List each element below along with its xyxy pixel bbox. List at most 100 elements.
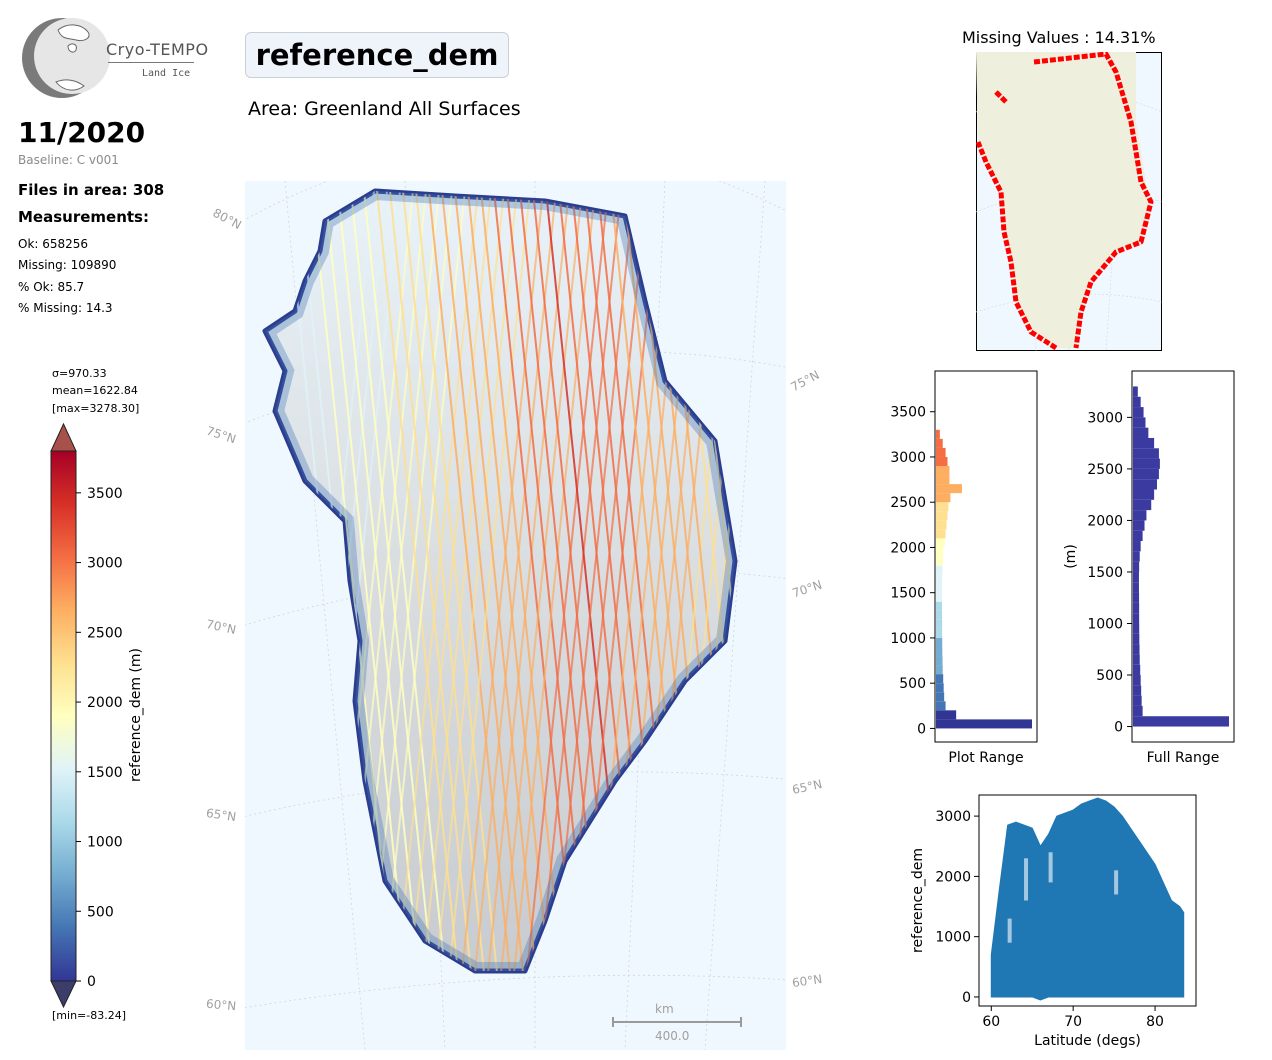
lat-label-left-70: 70°N [204, 617, 238, 637]
histogram-bar [1133, 654, 1140, 665]
colorbar-tick-label: 2000 [87, 695, 123, 711]
histogram-frame [1131, 370, 1235, 743]
histogram-panels: 0 500 1000 1500 2000 2500 3000 3500 Plot Range 0 5… [890, 370, 1235, 766]
coastal-band [265, 191, 735, 971]
colorbar-max-extend [50, 422, 77, 452]
histogram-bar [936, 475, 950, 485]
colorbar-tick-label: 1000 [87, 835, 123, 851]
lat-label-right-60: 60°N [791, 971, 824, 991]
histogram-bar [936, 583, 942, 593]
histogram-ytick-label: 1000 [890, 631, 926, 647]
colorbar-tick-label: 3500 [87, 486, 123, 502]
scatter-plot: 60 70 80 0 1000 2000 3000 Latitude (degs) refere… [910, 794, 1197, 1049]
measurements-heading: Measurements: [18, 208, 149, 226]
lat-label-right-70: 70°N [790, 577, 824, 601]
histogram-bar [1133, 427, 1149, 438]
missing-values-map [976, 52, 1162, 351]
histogram-ytick-label: 0 [1114, 720, 1123, 736]
lat-label-left-60: 60°N [205, 996, 237, 1014]
swath-track [440, 191, 532, 971]
histogram-bar [936, 520, 947, 530]
colorbar-min-extend [50, 980, 77, 1009]
lat-label-left-80: 80°N [210, 205, 244, 233]
logo-subtitle: Land Ice [142, 68, 191, 79]
histogram-bar [936, 592, 942, 602]
histogram-bar [1133, 633, 1140, 645]
period-date: 11/2020 [18, 116, 146, 149]
colorbar-mean: mean=1622.84 [52, 384, 138, 397]
histogram-bar [1133, 407, 1144, 418]
lat-label-left-65: 65°N [205, 805, 238, 825]
histogram-bar [936, 556, 943, 566]
histogram-bar [1133, 479, 1157, 490]
histogram-bar [1133, 530, 1143, 542]
swath-track [401, 191, 493, 971]
histogram-ytick-label: 1500 [1087, 565, 1123, 581]
colorbar-gradient [50, 450, 77, 982]
swath-track [427, 191, 519, 971]
colorbar-sigma: σ=970.33 [52, 367, 107, 380]
scatter-gap [1007, 918, 1012, 943]
histogram-bar [1133, 644, 1140, 655]
scatter-ytick-label: 3000 [935, 809, 971, 825]
histogram-bar [936, 665, 943, 675]
histogram-bar [1133, 571, 1139, 583]
histogram-bar [1133, 396, 1141, 408]
swath-track [388, 191, 480, 971]
histogram-bar [1133, 520, 1145, 531]
histogram-bar [936, 610, 943, 620]
histogram-bar [936, 674, 944, 684]
lat-label-right-65: 65°N [790, 777, 824, 797]
histogram-bar [936, 656, 943, 666]
colorbar-tick-label: 3000 [87, 556, 123, 572]
scatter-gap [1114, 870, 1119, 895]
histogram-bar [1133, 386, 1138, 397]
histogram-bar [936, 719, 1032, 729]
scatter-ytick-label: 1000 [935, 930, 971, 946]
stat-missing: Missing: 109890 [18, 258, 117, 272]
colorbar-tick-label: 2500 [87, 625, 123, 641]
histogram-ytick-label: 0 [917, 721, 926, 737]
plot-range-histogram: 0 500 1000 1500 2000 2500 3000 3500 Plot Range [890, 370, 1038, 766]
histogram-bar [1133, 448, 1159, 459]
histogram-bar [936, 429, 940, 439]
histogram-bar [936, 529, 946, 539]
histogram-bar [1133, 582, 1139, 593]
cryo-tempo-logo [22, 18, 110, 98]
scatter-points [990, 797, 1185, 1001]
histogram-ytick-label: 500 [899, 676, 926, 692]
page-title: reference_dem [245, 32, 509, 78]
histogram-bar [936, 438, 943, 448]
histogram-bar [1133, 489, 1155, 500]
histogram-bar [1133, 613, 1140, 624]
scatter-ytick-label: 2000 [935, 869, 971, 885]
colorbar-ticks: 0 500 1000 1500 2000 2500 3000 3500 [76, 486, 123, 990]
scatter-gap [1024, 858, 1029, 901]
histogram-bar [1133, 623, 1140, 634]
scatter-gap [1048, 852, 1053, 883]
stat-percent-missing: % Missing: 14.3 [18, 301, 113, 315]
histogram-bar [936, 574, 943, 584]
histogram-bar [1133, 716, 1229, 727]
scale-value: 400.0 [655, 1029, 690, 1043]
logo-title: Cryo-TEMPO [106, 40, 209, 59]
histogram-bar [936, 511, 948, 521]
full-range-histogram: 0 500 1000 1500 2000 2500 3000 Full Range (m) [1063, 370, 1235, 766]
histogram-ylabel: (m) [1063, 544, 1079, 569]
histogram-ytick-label: 2500 [1087, 462, 1123, 478]
histogram-bar [1133, 499, 1152, 511]
greenland-map [245, 181, 786, 1050]
histogram-bar [1133, 705, 1143, 717]
baseline-label: Baseline: C v001 [18, 153, 119, 167]
histogram-bar [1133, 592, 1140, 603]
latitude-scatter-panel: 60 70 80 0 1000 2000 3000 Latitude (degs) refere… [910, 794, 1197, 1049]
histogram-bar [1133, 695, 1142, 706]
scatter-xtick-label: 70 [1064, 1014, 1082, 1030]
histogram-bar [1133, 685, 1142, 696]
swath-track [479, 191, 571, 971]
histogram-xlabel: Full Range [1147, 750, 1220, 766]
colorbar-min: [min=-83.24] [52, 1009, 127, 1022]
histogram-bar [1133, 437, 1155, 449]
histogram-bar [936, 565, 943, 575]
scatter-ytick-label: 0 [962, 990, 971, 1006]
